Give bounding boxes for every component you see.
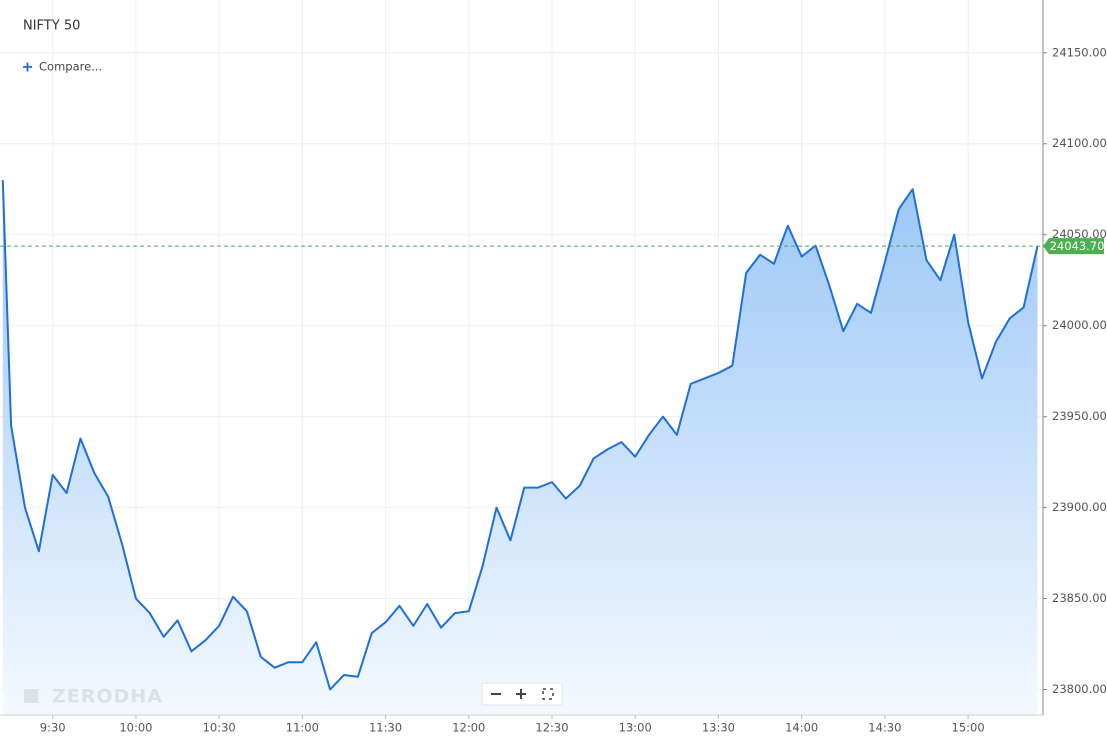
x-tick-label: 9:30 <box>40 721 66 735</box>
watermark-icon <box>24 689 38 703</box>
x-tick-label: 10:30 <box>203 721 236 735</box>
x-tick-label: 13:00 <box>619 721 652 735</box>
y-tick-label: 23800.00 <box>1052 682 1107 696</box>
x-tick-label: 13:30 <box>702 721 735 735</box>
compare-button[interactable]: Compare... <box>23 60 102 74</box>
y-tick-label: 23850.00 <box>1052 591 1107 605</box>
watermark: ZERODHA <box>24 686 163 708</box>
y-tick-label: 23900.00 <box>1052 500 1107 514</box>
y-tick-label: 24100.00 <box>1052 136 1107 150</box>
fullscreen[interactable] <box>542 688 554 700</box>
plus-icon <box>23 62 32 72</box>
x-tick-label: 12:00 <box>452 721 485 735</box>
area <box>2 180 1038 716</box>
x-tick-label: 14:00 <box>785 721 818 735</box>
x-tick-label: 10:00 <box>119 721 152 735</box>
zoom-in[interactable] <box>516 689 526 699</box>
y-tick-label: 23950.00 <box>1052 409 1107 423</box>
x-tick-label: 11:00 <box>286 721 319 735</box>
last-price-label: 24043.70 <box>1050 239 1105 253</box>
compare-label[interactable]: Compare... <box>39 60 102 74</box>
x-tick-label: 11:30 <box>369 721 402 735</box>
y-tick-label: 24050.00 <box>1052 227 1107 241</box>
chart-title: NIFTY 50 <box>23 19 80 34</box>
y-tick-label: 24150.00 <box>1052 45 1107 59</box>
x-tick-label: 14:30 <box>868 721 901 735</box>
watermark-text: ZERODHA <box>52 686 163 708</box>
x-tick-label: 12:30 <box>535 721 568 735</box>
last-price-tag <box>1043 238 1104 255</box>
line <box>1 180 1039 691</box>
x-tick-label: 15:00 <box>952 721 985 735</box>
zoom-controls <box>481 682 563 706</box>
plot <box>1 180 1039 716</box>
y-tick-label: 24000.00 <box>1052 318 1107 332</box>
